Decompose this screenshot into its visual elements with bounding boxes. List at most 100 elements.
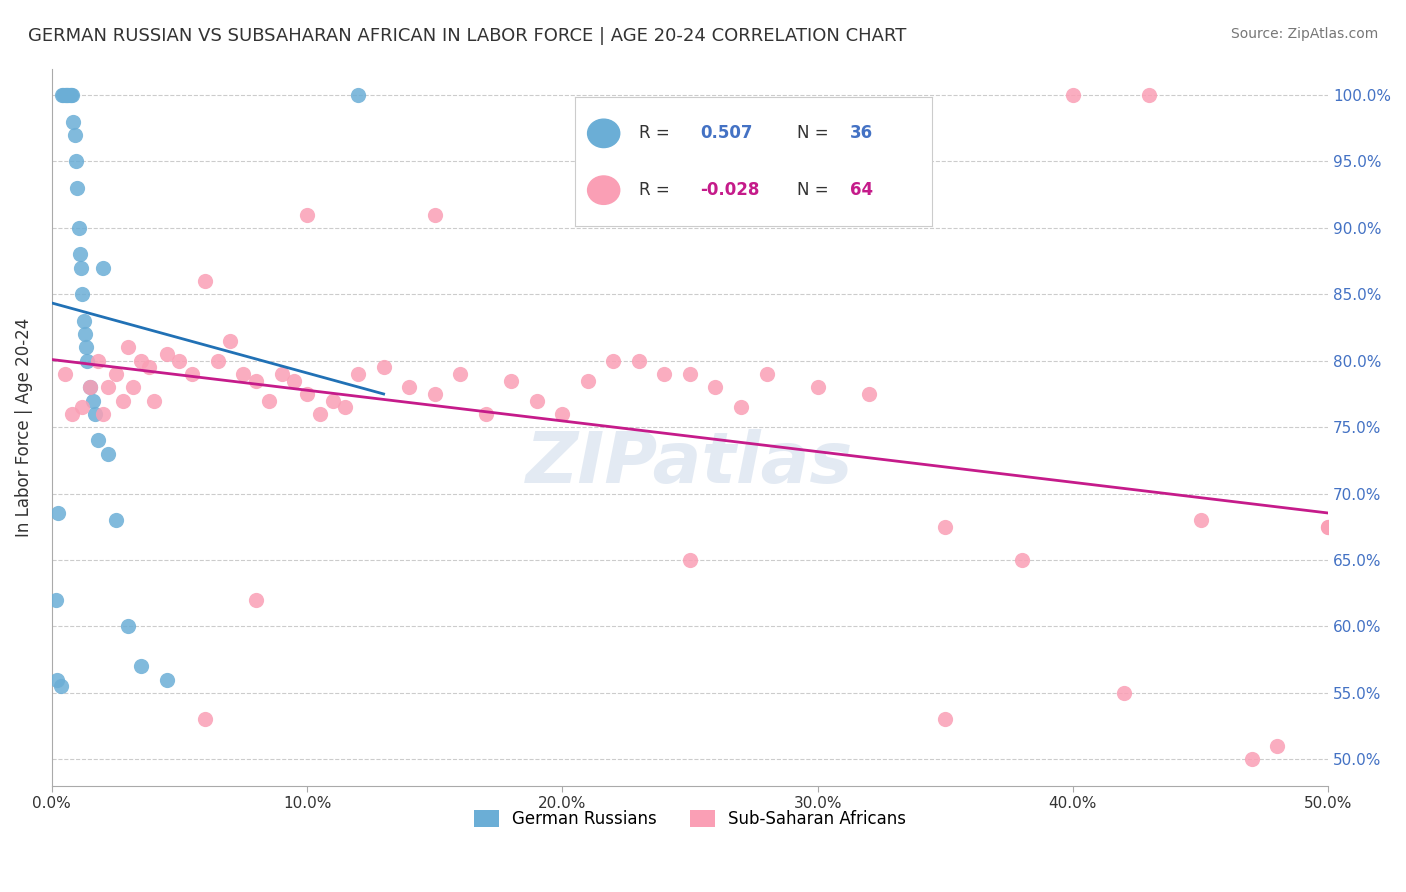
Point xyxy=(46,507,69,521)
Point xyxy=(679,367,702,381)
Point xyxy=(1265,739,1288,753)
Point xyxy=(245,592,267,607)
Point xyxy=(704,380,727,394)
Point xyxy=(257,393,280,408)
Point xyxy=(1317,520,1340,534)
Point xyxy=(423,208,446,222)
Point xyxy=(194,274,217,288)
Point xyxy=(66,181,89,195)
Point xyxy=(551,407,574,421)
Point xyxy=(72,401,94,415)
Point xyxy=(56,88,79,103)
Point xyxy=(86,434,108,448)
Point xyxy=(117,341,139,355)
Point xyxy=(169,353,191,368)
Point xyxy=(75,341,97,355)
Point xyxy=(755,367,778,381)
Point xyxy=(347,88,370,103)
Point xyxy=(62,114,84,128)
Point xyxy=(84,407,107,421)
Point xyxy=(232,367,254,381)
Point xyxy=(91,407,114,421)
Point xyxy=(156,347,179,361)
Point xyxy=(86,353,108,368)
Text: Source: ZipAtlas.com: Source: ZipAtlas.com xyxy=(1230,27,1378,41)
Point xyxy=(627,353,650,368)
Point xyxy=(69,247,91,261)
Point xyxy=(65,154,87,169)
Point xyxy=(73,314,96,328)
Point xyxy=(79,380,101,394)
Point xyxy=(335,401,357,415)
Y-axis label: In Labor Force | Age 20-24: In Labor Force | Age 20-24 xyxy=(15,318,32,537)
Point xyxy=(1189,513,1212,527)
Point xyxy=(58,88,80,103)
Point xyxy=(1011,553,1033,567)
Point xyxy=(67,221,90,235)
Text: ZIPatlas: ZIPatlas xyxy=(526,428,853,498)
Point xyxy=(806,380,828,394)
Point xyxy=(308,407,330,421)
Point xyxy=(73,327,96,342)
Point xyxy=(194,712,217,726)
Point xyxy=(49,679,72,693)
Point xyxy=(283,374,305,388)
Point xyxy=(82,393,104,408)
Legend: German Russians, Sub-Saharan Africans: German Russians, Sub-Saharan Africans xyxy=(467,804,912,835)
Point xyxy=(245,374,267,388)
Point xyxy=(501,374,523,388)
Point xyxy=(1139,88,1161,103)
Point xyxy=(72,287,94,301)
Point xyxy=(295,208,318,222)
Point xyxy=(129,659,152,673)
Point xyxy=(295,387,318,401)
Point xyxy=(104,367,127,381)
Point xyxy=(112,393,135,408)
Point xyxy=(91,260,114,275)
Point xyxy=(1317,520,1340,534)
Point xyxy=(347,367,370,381)
Point xyxy=(53,88,76,103)
Point xyxy=(373,360,395,375)
Point xyxy=(679,553,702,567)
Point xyxy=(858,387,880,401)
Point xyxy=(104,513,127,527)
Point xyxy=(322,393,344,408)
Point xyxy=(449,367,471,381)
Point xyxy=(474,407,496,421)
Point xyxy=(423,387,446,401)
Point xyxy=(52,88,75,103)
Point xyxy=(45,673,67,687)
Point xyxy=(129,353,152,368)
Point xyxy=(76,353,98,368)
Point xyxy=(122,380,145,394)
Point xyxy=(60,407,83,421)
Point xyxy=(138,360,160,375)
Point xyxy=(1240,752,1263,766)
Point xyxy=(142,393,165,408)
Point xyxy=(156,673,179,687)
Point xyxy=(934,712,956,726)
Point xyxy=(59,88,82,103)
Point xyxy=(602,353,624,368)
Point xyxy=(51,88,73,103)
Point xyxy=(45,592,67,607)
Text: GERMAN RUSSIAN VS SUBSAHARAN AFRICAN IN LABOR FORCE | AGE 20-24 CORRELATION CHAR: GERMAN RUSSIAN VS SUBSAHARAN AFRICAN IN … xyxy=(28,27,907,45)
Point xyxy=(654,367,676,381)
Point xyxy=(59,88,82,103)
Point xyxy=(63,128,86,142)
Point xyxy=(97,447,120,461)
Point xyxy=(181,367,204,381)
Point xyxy=(97,380,120,394)
Point xyxy=(53,367,76,381)
Point xyxy=(207,353,229,368)
Point xyxy=(117,619,139,633)
Point xyxy=(526,393,548,408)
Point xyxy=(55,88,77,103)
Point xyxy=(70,260,93,275)
Point xyxy=(60,88,83,103)
Point xyxy=(576,374,599,388)
Point xyxy=(730,401,752,415)
Point xyxy=(934,520,956,534)
Point xyxy=(398,380,420,394)
